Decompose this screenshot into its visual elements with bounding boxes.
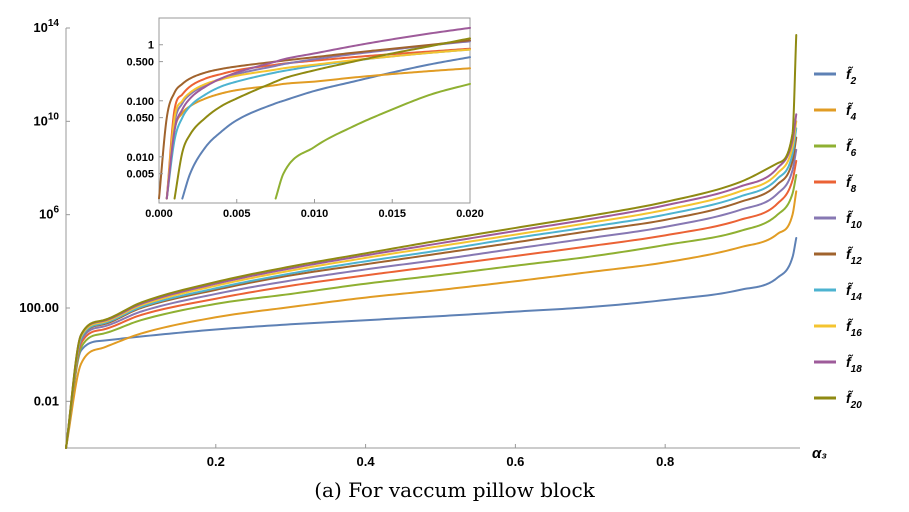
- x-tick-label-4: 0.015: [378, 208, 406, 220]
- x-tick-label-1: 0.000: [145, 208, 173, 220]
- legend-label-3: f̃6: [846, 137, 857, 159]
- y-tick-label-3: 106: [39, 205, 59, 222]
- y-tick-label-5: 1014: [33, 18, 59, 35]
- legend-label-5: f̃10: [846, 209, 862, 231]
- inset-plot: 0.000 0.005 0.010 0.015 0.020 0.005 0.010 0.050…: [126, 17, 484, 220]
- x-tick-label-3: 0.010: [301, 208, 329, 220]
- series-line-1: [181, 56, 471, 200]
- y-tick-label-1: 0.005: [126, 169, 154, 181]
- x-tick-label-1: 0.2: [207, 454, 225, 469]
- legend-label-1: f̃2: [846, 65, 857, 87]
- series-line-2: [65, 190, 798, 449]
- series-line-5: [65, 148, 798, 449]
- legend-label-4: f̃8: [846, 173, 857, 195]
- x-axis-label: α₃: [812, 445, 827, 462]
- y-tick-label-2: 100.00: [19, 300, 59, 315]
- legend-label-10: f̃20: [846, 389, 862, 411]
- series-line-9: [165, 26, 471, 200]
- y-tick-label-3: 0.050: [126, 113, 154, 125]
- legend-label-7: f̃14: [846, 281, 862, 303]
- legend: f̃2 f̃4 f̃6 f̃8 f̃10 f̃12 f̃14 f̃16 f̃18 f̃20: [814, 65, 862, 411]
- x-tick-label-5: 0.020: [456, 208, 484, 220]
- figure-caption: (a) For vaccum pillow block: [314, 478, 595, 502]
- legend-label-6: f̃12: [846, 245, 862, 267]
- y-tick-label-5: 0.500: [126, 57, 154, 69]
- series-line-10: [65, 34, 798, 449]
- x-tick-label-3: 0.6: [506, 454, 524, 469]
- y-tick-label-1: 0.01: [34, 393, 59, 408]
- y-tick-label-4: 1010: [33, 111, 59, 128]
- series-line-3: [65, 174, 798, 449]
- series-line-6: [158, 39, 471, 200]
- x-tick-label-4: 0.8: [656, 454, 674, 469]
- series-line-1: [65, 237, 798, 449]
- series-line-4: [65, 159, 798, 449]
- y-tick-label-4: 0.100: [126, 96, 154, 108]
- series-line-8: [65, 120, 798, 449]
- series-line-3: [274, 82, 471, 200]
- x-tick-label-2: 0.4: [357, 454, 376, 469]
- y-tick-label-2: 0.010: [126, 152, 154, 164]
- legend-label-9: f̃18: [846, 353, 862, 375]
- x-tick-label-2: 0.005: [223, 208, 251, 220]
- main-plot: 0.2 0.4 0.6 0.8 0.01 100.00 106 1010 1014 α₃: [19, 18, 827, 469]
- legend-label-2: f̃4: [846, 101, 857, 123]
- series-line-2: [165, 67, 471, 200]
- y-tick-label-6: 1: [148, 40, 154, 52]
- series-line-7: [65, 127, 798, 449]
- series-line-10: [173, 37, 471, 200]
- series-line-8: [165, 48, 471, 200]
- legend-label-8: f̃16: [846, 317, 862, 339]
